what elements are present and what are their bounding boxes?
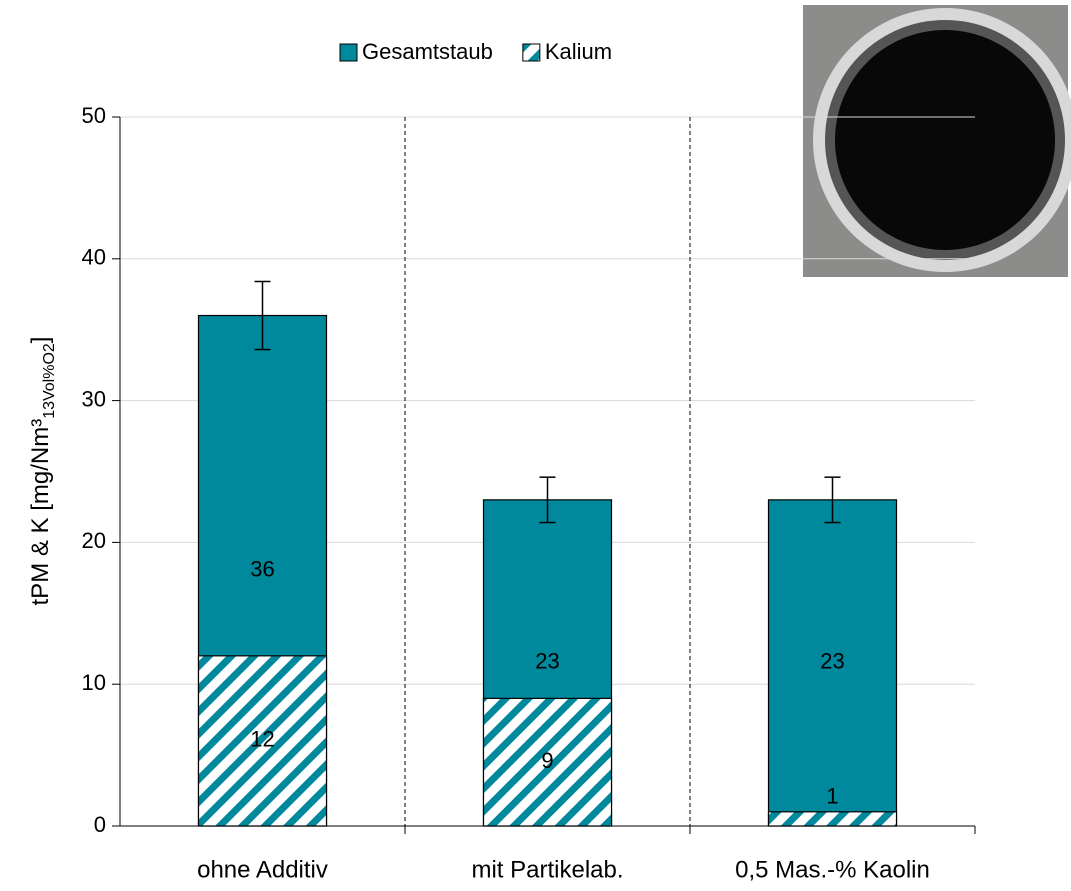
x-tick-label: 0,5 Mas.-% Kaolin: [735, 856, 930, 883]
y-axis-label-main: tPM & K [mg/Nm³: [27, 419, 54, 606]
legend-swatch: [522, 43, 541, 62]
bar: [482, 697, 613, 827]
bar: [767, 499, 898, 827]
data-label: 1: [826, 784, 838, 809]
error-bar: [254, 280, 271, 351]
data-label: 9: [541, 748, 553, 773]
error-bar: [539, 476, 556, 524]
bar: [197, 655, 328, 827]
photo: [803, 5, 1071, 277]
y-tick-label: 40: [82, 245, 106, 270]
data-label: 12: [250, 727, 274, 752]
legend-label: Gesamtstaub: [362, 39, 493, 64]
data-label: 23: [820, 649, 844, 674]
y-tick-label: 20: [82, 528, 106, 553]
legend-label: Kalium: [545, 39, 612, 64]
y-tick-label: 30: [82, 386, 106, 411]
y-tick-label: 50: [82, 103, 106, 128]
x-tick-label: mit Partikelab.: [471, 856, 623, 883]
y-tick-label: 10: [82, 670, 106, 695]
y-axis-label-end: ]: [27, 337, 54, 344]
x-tick-label: ohne Additiv: [197, 856, 328, 883]
bar: [767, 811, 898, 827]
error-bar: [824, 476, 841, 524]
y-axis-label-sub: 13Vol%O2: [41, 343, 58, 419]
y-axis-label: tPM & K [mg/Nm³13Vol%O2]: [27, 337, 58, 606]
data-label: 36: [250, 557, 274, 582]
y-tick-label: 0: [94, 812, 106, 837]
legend-swatch: [339, 43, 358, 62]
data-label: 23: [535, 649, 559, 674]
